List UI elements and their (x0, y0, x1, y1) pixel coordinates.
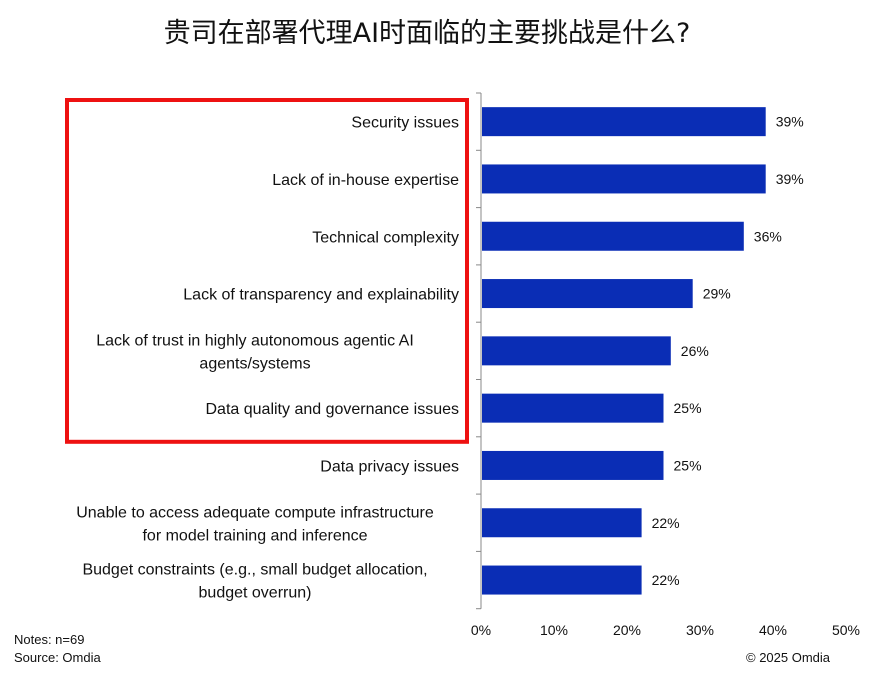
category-label: Data privacy issues (320, 458, 459, 475)
category-label: Unable to access adequate compute infras… (76, 504, 434, 544)
bar (482, 336, 671, 366)
bar (482, 508, 642, 538)
value-label: 25% (674, 457, 702, 473)
category-label: Security issues (351, 115, 459, 132)
bar (482, 279, 693, 309)
value-label: 39% (776, 171, 804, 187)
highlight-box (65, 98, 469, 444)
category-label: Lack of trust in highly autonomous agent… (96, 332, 414, 372)
axis-layer: 0% 10% 20% 30% 40% 50% (471, 92, 860, 638)
category-label: Data quality and governance issues (206, 401, 460, 418)
bar (482, 221, 744, 251)
value-label: 22% (652, 572, 680, 588)
x-tick-label: 40% (759, 622, 787, 638)
bars-layer: 39% Security issues 39% Lack of in-house ex… (76, 107, 804, 602)
category-label: Budget constraints (e.g., small budget a… (82, 562, 427, 602)
copyright-text: © 2025 Omdia (746, 650, 831, 665)
chart-title: 贵司在部署代理AI时面临的主要挑战是什么? (164, 18, 691, 49)
bar (482, 107, 766, 137)
source-text: Source: Omdia (14, 650, 101, 665)
category-label: Lack of transparency and explainability (183, 287, 459, 304)
x-tick-label: 0% (471, 622, 491, 638)
bar (482, 450, 664, 480)
x-tick-label: 10% (540, 622, 568, 638)
value-label: 39% (776, 114, 804, 130)
value-label: 25% (674, 400, 702, 416)
value-label: 36% (754, 228, 782, 244)
bar (482, 393, 664, 423)
value-label: 22% (652, 515, 680, 531)
value-label: 29% (703, 286, 731, 302)
bar (482, 565, 642, 595)
category-label: Technical complexity (312, 229, 459, 246)
highlight-layer (65, 98, 469, 444)
x-tick-label: 20% (613, 622, 641, 638)
x-tick-label: 30% (686, 622, 714, 638)
category-label: Lack of in-house expertise (272, 172, 459, 189)
notes-text: Notes: n=69 (14, 632, 85, 647)
x-tick-label: 50% (832, 622, 860, 638)
value-label: 26% (681, 343, 709, 359)
bar (482, 164, 766, 194)
